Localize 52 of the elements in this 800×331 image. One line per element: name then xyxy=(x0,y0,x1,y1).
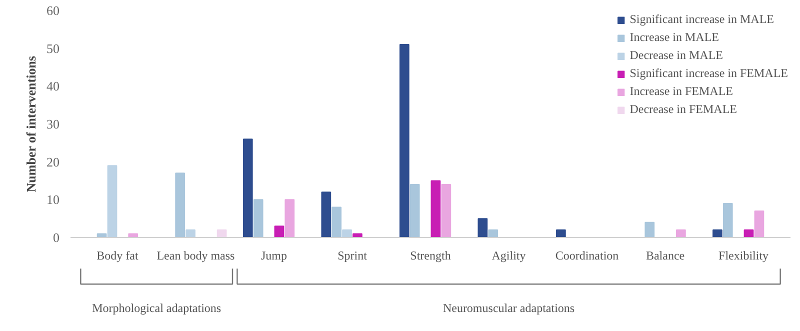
bar xyxy=(242,138,253,238)
bar xyxy=(410,184,420,238)
bar xyxy=(441,184,452,238)
bar xyxy=(676,229,686,238)
y-tick-label: 0 xyxy=(53,230,60,245)
x-tick-label: Strength xyxy=(410,248,451,262)
bar xyxy=(253,199,264,238)
bar xyxy=(722,202,733,238)
x-tick-label: Coordination xyxy=(555,248,619,262)
x-tick-label: Jump xyxy=(260,248,287,262)
legend-label: Increase in FEMALE xyxy=(630,84,734,99)
text: Morphological adaptations xyxy=(92,301,222,316)
bar xyxy=(754,210,764,238)
y-tick-label: 10 xyxy=(46,192,60,208)
legend-label: Significant increase in MALE xyxy=(630,12,774,27)
y-axis-title: Number of interventions xyxy=(24,56,38,192)
x-tick-label: Agility xyxy=(492,248,526,262)
bar xyxy=(488,229,498,238)
bar xyxy=(216,229,227,238)
legend-label: Significant increase in FEMALE xyxy=(630,66,788,81)
text: Neuromuscular adaptations xyxy=(442,301,575,316)
bar xyxy=(342,229,352,238)
bar xyxy=(399,44,410,238)
y-tick-label: 30 xyxy=(46,116,60,132)
y-tick-label: 20 xyxy=(46,154,60,170)
x-tick-label: Flexibility xyxy=(718,248,769,262)
bar xyxy=(352,233,362,238)
x-tick-label: Lean body mass xyxy=(156,248,236,262)
bar xyxy=(430,180,441,238)
bar xyxy=(321,192,332,238)
bar xyxy=(712,229,722,238)
bar xyxy=(332,206,342,238)
legend-label: Decrease in FEMALE xyxy=(630,102,737,117)
bar xyxy=(175,172,185,238)
bar xyxy=(644,222,655,238)
bar xyxy=(186,229,196,238)
bar xyxy=(744,229,754,238)
x-tick-label: Sprint xyxy=(338,248,368,262)
y-tick-label: 60 xyxy=(46,3,60,18)
y-tick-label: 50 xyxy=(46,40,60,56)
y-tick-label: 40 xyxy=(46,78,60,94)
bar xyxy=(96,233,107,238)
legend-label: Increase in MALE xyxy=(630,30,719,45)
bar xyxy=(128,233,138,238)
bar xyxy=(478,218,488,238)
bar xyxy=(284,199,295,238)
bar xyxy=(107,165,118,238)
bar xyxy=(556,229,566,238)
bar xyxy=(274,226,284,238)
x-tick-label: Balance xyxy=(646,248,685,262)
x-tick-label: Body fat xyxy=(96,248,139,262)
legend-label: Decrease in MALE xyxy=(630,48,723,63)
